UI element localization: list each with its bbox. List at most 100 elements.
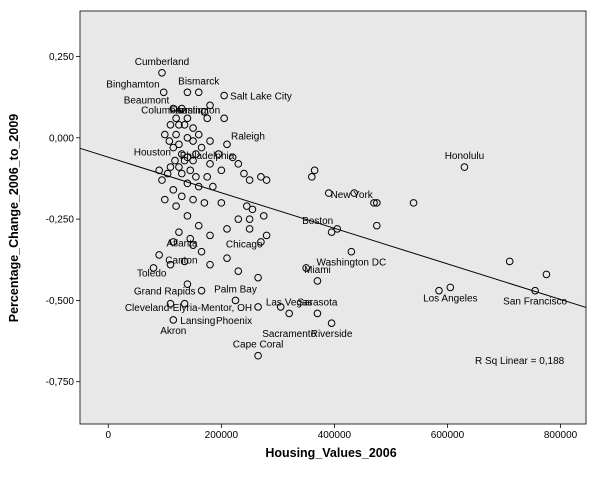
data-point <box>206 231 214 240</box>
data-point <box>327 319 336 327</box>
data-point <box>166 163 175 171</box>
data-point <box>234 160 243 168</box>
data-point <box>327 228 336 236</box>
data-point <box>302 264 310 272</box>
point-label: Cape Coral <box>233 340 284 351</box>
data-point <box>158 68 166 77</box>
point-label: Los Angeles <box>423 293 478 304</box>
data-point <box>373 221 381 230</box>
data-point <box>228 153 237 162</box>
data-point <box>200 108 209 116</box>
data-point <box>149 264 158 272</box>
data-point <box>347 247 356 256</box>
data-point <box>194 221 203 230</box>
point-label: Salt Lake City <box>230 92 292 103</box>
data-point <box>161 130 169 139</box>
point-label: Houston <box>134 148 171 159</box>
point-labels: Cumberland Binghamton Bismarck Salt Lake Ci… <box>106 57 567 351</box>
point-label: Philadelphia <box>180 151 235 162</box>
point-label: Sarasota <box>297 297 337 308</box>
data-point <box>242 202 251 210</box>
data-point <box>373 199 381 207</box>
data-point <box>262 231 271 240</box>
data-point <box>217 166 226 175</box>
data-point <box>285 309 293 318</box>
data-point <box>435 286 443 295</box>
data-point <box>197 247 206 256</box>
point-label: Phoenix <box>216 316 252 327</box>
data-point <box>223 140 231 149</box>
point-label: Miami <box>304 265 331 276</box>
data-point <box>217 199 226 207</box>
point-label: Boston <box>302 216 333 227</box>
y-tick-label: 0,250 <box>49 52 74 63</box>
x-axis-title: Housing_Values_2006 <box>265 446 396 460</box>
x-axis: 0 200000 400000 600000 800000 <box>105 424 578 441</box>
x-tick-label: 400000 <box>318 430 352 441</box>
data-point <box>194 182 203 191</box>
data-point <box>257 238 265 246</box>
data-point <box>155 166 163 175</box>
point-label: Washington DC <box>317 258 387 269</box>
data-point <box>189 156 197 165</box>
data-point <box>192 150 200 158</box>
point-label: Columbia <box>141 105 184 116</box>
point-label: Raleigh <box>231 131 265 142</box>
data-point <box>324 189 333 197</box>
data-point <box>531 286 539 295</box>
data-point <box>460 163 469 171</box>
data-point <box>189 124 197 132</box>
data-point <box>248 205 257 214</box>
data-point <box>313 277 322 285</box>
point-label: Binghamton <box>106 79 159 90</box>
data-point <box>189 195 197 204</box>
data-point <box>177 192 186 201</box>
point-label: Atlanta <box>166 239 198 250</box>
data-point <box>254 303 262 311</box>
data-point <box>161 195 169 204</box>
data-point <box>409 199 418 207</box>
data-point <box>206 160 214 168</box>
y-axis-title: Percentage_Change_2006_to_2009 <box>7 114 21 323</box>
x-tick-label: 600000 <box>431 430 465 441</box>
data-point <box>257 173 265 181</box>
data-point <box>194 88 203 97</box>
data-point <box>505 257 514 266</box>
data-point <box>180 257 189 266</box>
data-point <box>186 166 195 175</box>
data-point <box>172 202 180 210</box>
point-label: Lansing <box>180 316 215 327</box>
data-point <box>370 199 378 207</box>
point-label: Canton <box>165 256 197 267</box>
plot-area <box>79 10 587 425</box>
data-point <box>175 140 183 149</box>
data-point <box>169 238 178 246</box>
data-point <box>192 173 200 181</box>
data-point <box>177 150 186 158</box>
point-label: Cumberland <box>135 57 189 68</box>
point-label: Cleveland-Elyria-Mentor, OH <box>125 303 252 314</box>
data-point <box>189 137 197 145</box>
data-point <box>166 299 175 308</box>
point-label: Farmington <box>170 105 221 116</box>
data-point <box>446 283 455 292</box>
point-label: Grand Rapids <box>134 287 196 298</box>
data-point <box>183 280 192 288</box>
point-label: Austin <box>175 105 203 116</box>
x-tick-label: 200000 <box>205 430 239 441</box>
data-point <box>177 104 186 113</box>
data-point <box>175 121 183 129</box>
data-point <box>175 228 183 236</box>
data-point <box>220 114 228 123</box>
y-axis: 0,250 0,000 -0,250 -0,500 -0,750 <box>46 52 80 388</box>
data-point <box>276 303 285 311</box>
data-point <box>310 166 319 175</box>
data-point <box>166 260 175 269</box>
data-point <box>245 225 254 233</box>
data-point <box>254 351 262 360</box>
data-point <box>165 137 174 145</box>
data-point <box>159 88 168 97</box>
data-point <box>169 143 178 152</box>
y-tick-label: -0,750 <box>46 377 75 388</box>
data-point <box>214 150 223 158</box>
